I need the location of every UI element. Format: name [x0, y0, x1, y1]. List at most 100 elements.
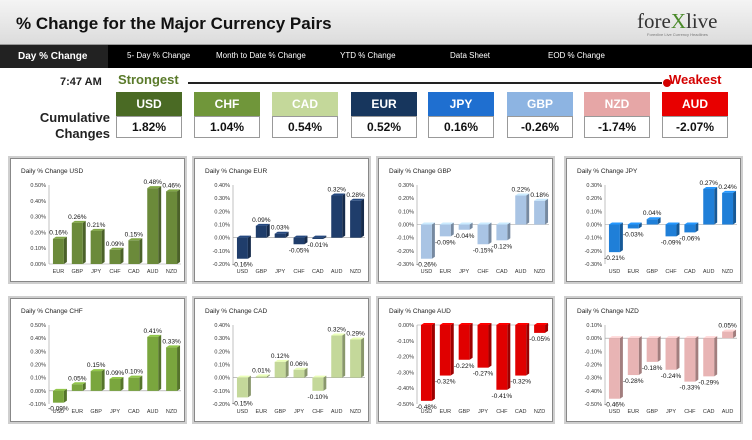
bar-chart: Daily % Change NZD 0.10% 0.00% -0.10% -0.20%… [577, 308, 737, 415]
bar-chart: Daily % Change AUD 0.00% -0.10% -0.20% -0.30… [389, 308, 550, 415]
bar-top [477, 222, 492, 225]
category-label: CAD [128, 269, 140, 275]
bar-side [82, 382, 86, 391]
bar [312, 377, 324, 391]
bar [90, 230, 102, 264]
nav-month-to-date[interactable]: Month to Date % Change [216, 51, 306, 60]
y-tick-label: -0.10% [397, 339, 415, 345]
bar [255, 376, 267, 378]
y-tick-label: 0.20% [214, 209, 230, 215]
bar-side [469, 222, 473, 230]
nav-5-day-change[interactable]: 5- Day % Change [127, 51, 191, 60]
chart-panel: Daily % Change JPY 0.30% 0.20% 0.10% 0.00% -0… [566, 158, 741, 282]
data-label: 0.21% [87, 222, 106, 229]
bar-top [52, 388, 67, 391]
bar-side [714, 336, 718, 377]
nav-eod-change[interactable]: EOD % Change [548, 51, 605, 60]
bar-top [166, 345, 181, 348]
bar-top [90, 228, 105, 231]
currency-value-eur: 0.52% [351, 116, 417, 138]
bar-top [627, 336, 642, 339]
data-label: -0.03% [623, 231, 644, 238]
bar-side [285, 231, 289, 238]
bar [646, 219, 658, 225]
currency-value-chf: 1.04% [194, 116, 260, 138]
category-label: CHF [312, 409, 324, 415]
bar-side [619, 336, 623, 399]
bar-top [608, 336, 623, 339]
y-tick-label: -0.10% [213, 389, 231, 395]
currency-value-cad: 0.54% [272, 116, 338, 138]
bar-side [323, 375, 327, 391]
category-label: NZD [166, 269, 177, 275]
data-label: 0.26% [68, 214, 87, 221]
data-label: -0.26% [416, 262, 437, 269]
bar [71, 222, 83, 264]
y-tick-label: -0.50% [585, 402, 603, 408]
bar [293, 369, 305, 378]
bar [293, 237, 305, 245]
category-label: AUD [147, 409, 159, 415]
bar [496, 224, 508, 241]
bar [420, 325, 432, 401]
bar [515, 325, 527, 376]
bar-top [534, 323, 549, 325]
nav-day-change[interactable]: Day % Change [0, 45, 108, 68]
bar [458, 325, 470, 360]
bar-top [109, 247, 124, 250]
bar [627, 224, 639, 229]
chart-panel: Daily % Change NZD 0.10% 0.00% -0.10% -0.20%… [566, 298, 741, 422]
data-label: 0.09% [106, 370, 125, 377]
nav-data-sheet[interactable]: Data Sheet [450, 51, 491, 60]
chart-panel: Daily % Change CAD 0.40% 0.30% 0.20% 0.10% 0.… [194, 298, 369, 422]
y-tick-label: -0.20% [213, 402, 231, 408]
bar [534, 325, 546, 333]
forexlive-logo: foreXlive Forexlive Live Currency Headli… [637, 9, 718, 37]
bar-top [312, 375, 327, 378]
y-tick-label: -0.10% [585, 349, 603, 355]
y-tick-label: 0.10% [586, 209, 602, 215]
bar [255, 225, 267, 238]
data-label: -0.22% [454, 363, 475, 370]
currency-header-jpy: JPY [428, 92, 494, 116]
chart-title: Daily % Change AUD [389, 308, 451, 315]
bar [684, 338, 696, 382]
chart-title: Daily % Change EUR [205, 168, 267, 175]
y-tick-label: 0.20% [586, 196, 602, 202]
data-label: 0.09% [106, 241, 125, 248]
bar [477, 325, 489, 368]
category-label: AUD [331, 269, 343, 275]
bar-top [684, 336, 699, 339]
page-title: % Change for the Major Currency Pairs [16, 14, 332, 33]
data-label: -0.10% [308, 394, 329, 401]
bar-top [350, 337, 365, 340]
bar-top [496, 323, 511, 325]
y-tick-label: 0.20% [30, 230, 46, 236]
category-label: AUD [331, 409, 343, 415]
data-label: -0.04% [454, 233, 475, 240]
bar-side [247, 235, 251, 259]
bar-side [63, 236, 67, 264]
bar-side [488, 222, 492, 245]
bar [274, 361, 286, 378]
bar-side [82, 220, 86, 264]
bar-top [458, 323, 473, 325]
data-label: -0.33% [680, 385, 701, 392]
bar [420, 224, 432, 259]
bar-top [71, 220, 86, 223]
y-tick-label: 0.30% [30, 349, 46, 355]
category-label: NZD [534, 409, 545, 415]
data-label: -0.16% [232, 262, 253, 269]
bar-top [255, 374, 270, 377]
category-label: AUD [515, 269, 527, 275]
nav-ytd-change[interactable]: YTD % Change [340, 51, 396, 60]
category-label: GBP [274, 409, 286, 415]
cumulative-label: Cumulative Changes [39, 110, 110, 141]
data-label: -0.15% [232, 400, 253, 407]
bar-top [646, 217, 661, 220]
bar-top [147, 186, 162, 189]
bar-side [507, 222, 511, 241]
y-tick-label: -0.20% [397, 355, 415, 361]
bar-side [158, 334, 162, 391]
bar-top [703, 186, 718, 189]
